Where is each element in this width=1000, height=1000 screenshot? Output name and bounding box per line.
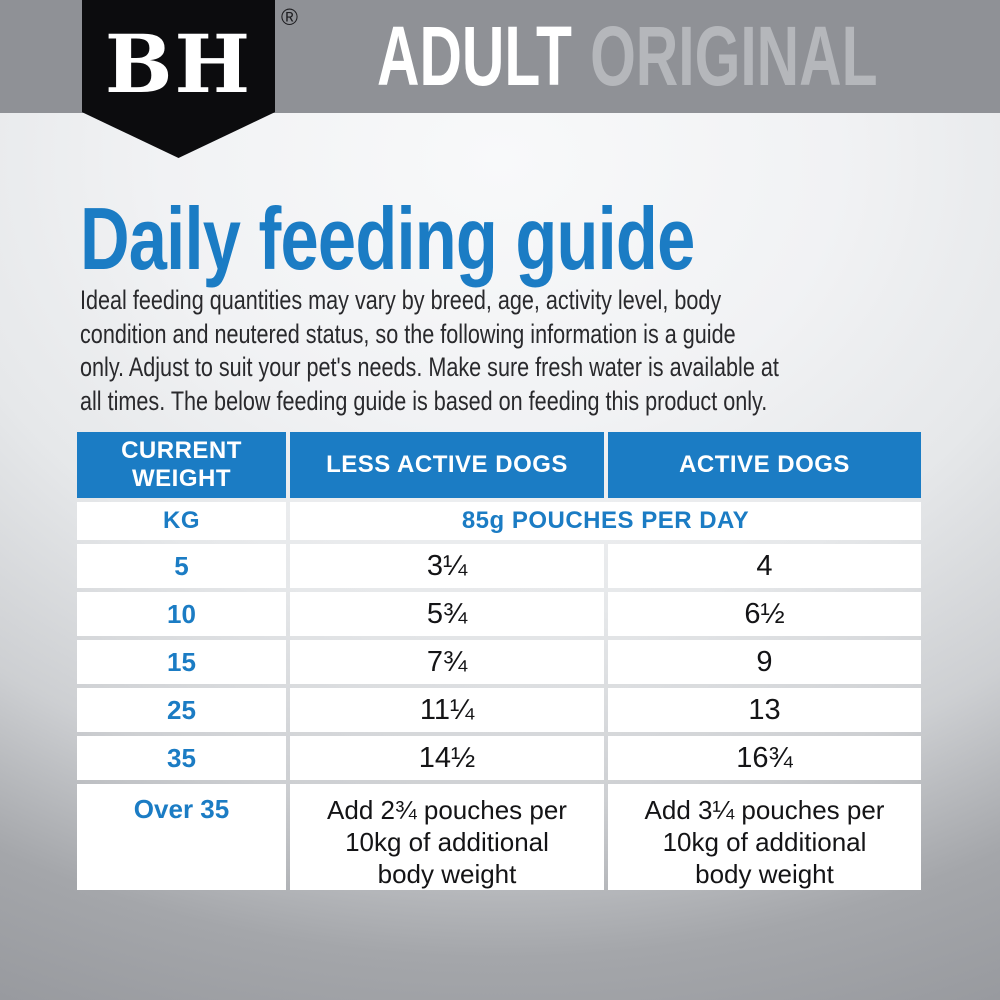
table-row: 10 5¾ 6½ bbox=[77, 592, 921, 636]
less-active-pouches: 11¼ bbox=[290, 688, 604, 732]
column-header-active-dogs: ACTIVE DOGS bbox=[608, 432, 921, 498]
less-active-pouches: 14½ bbox=[290, 736, 604, 780]
column-header-less-active-dogs: LESS ACTIVE DOGS bbox=[290, 432, 604, 498]
table-unit-row: KG 85g POUCHES PER DAY bbox=[77, 502, 921, 540]
less-active-pouches: 3¼ bbox=[290, 544, 604, 588]
active-pouches: 16¾ bbox=[608, 736, 921, 780]
table-row: 35 14½ 16¾ bbox=[77, 736, 921, 780]
table-row: 25 11¼ 13 bbox=[77, 688, 921, 732]
table-row: 5 3¼ 4 bbox=[77, 544, 921, 588]
less-active-pouches: Add 2¾ pouches per 10kg of additional bo… bbox=[290, 784, 604, 890]
feeding-guide-table: CURRENT WEIGHT LESS ACTIVE DOGS ACTIVE D… bbox=[73, 428, 925, 894]
product-name: ADULT ORIGINAL bbox=[377, 0, 878, 113]
active-pouches: 4 bbox=[608, 544, 921, 588]
page-title: Daily feeding guide bbox=[80, 189, 695, 288]
product-variant-label: ORIGINAL bbox=[590, 9, 878, 103]
serving-unit-cell: 85g POUCHES PER DAY bbox=[290, 502, 921, 540]
column-header-current-weight: CURRENT WEIGHT bbox=[77, 432, 286, 498]
brand-logo: BH bbox=[82, 0, 275, 158]
less-active-pouches: 7¾ bbox=[290, 640, 604, 684]
weight-value: 10 bbox=[77, 592, 286, 636]
active-pouches: 13 bbox=[608, 688, 921, 732]
weight-value: Over 35 bbox=[77, 784, 286, 890]
active-pouches: 6½ bbox=[608, 592, 921, 636]
weight-unit-cell: KG bbox=[77, 502, 286, 540]
active-pouches: 9 bbox=[608, 640, 921, 684]
weight-value: 5 bbox=[77, 544, 286, 588]
weight-value: 35 bbox=[77, 736, 286, 780]
brand-logo-text: BH bbox=[104, 17, 253, 111]
intro-paragraph: Ideal feeding quantities may vary by bre… bbox=[80, 285, 779, 416]
weight-value: 15 bbox=[77, 640, 286, 684]
table-row: 15 7¾ 9 bbox=[77, 640, 921, 684]
product-line-label: ADULT bbox=[377, 9, 572, 103]
table-header-row: CURRENT WEIGHT LESS ACTIVE DOGS ACTIVE D… bbox=[77, 432, 921, 498]
table-row-over-35: Over 35 Add 2¾ pouches per 10kg of addit… bbox=[77, 784, 921, 890]
active-pouches: Add 3¼ pouches per 10kg of additional bo… bbox=[608, 784, 921, 890]
weight-value: 25 bbox=[77, 688, 286, 732]
less-active-pouches: 5¾ bbox=[290, 592, 604, 636]
registered-trademark-symbol: ® bbox=[281, 4, 298, 30]
